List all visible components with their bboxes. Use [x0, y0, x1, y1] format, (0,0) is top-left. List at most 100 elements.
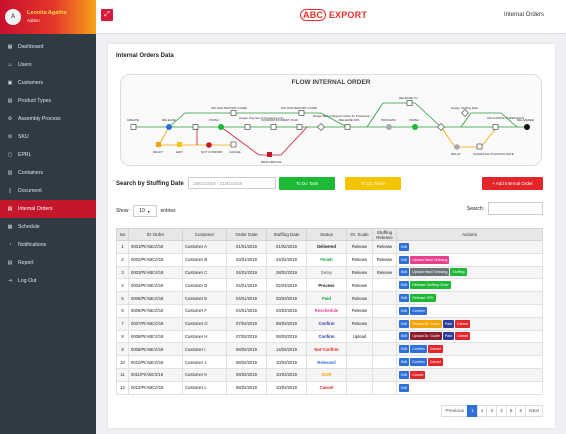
sidebar-item-document[interactable]: ▯ Document — [0, 182, 96, 200]
cell-stuffing: 10/03/2019 — [266, 380, 307, 395]
action-release-spk-button[interactable]: Release SPK — [410, 294, 436, 303]
action-edit-button[interactable]: Edit — [399, 332, 410, 341]
action-cancel-button[interactable]: Cancel — [454, 332, 471, 341]
column-header[interactable]: Stuffing Date — [266, 228, 307, 241]
column-header[interactable]: Dr. Scale — [346, 228, 373, 241]
column-header[interactable]: Stuffing Release — [372, 228, 397, 241]
table-row: 8 0008/PI/ABC/I/19 Customer H 07/02/2019 08/… — [116, 329, 543, 344]
action-reload-dr-guide-button[interactable]: Reload Dr. Guide — [410, 319, 442, 328]
cell-id: 0010/PI/ABC/I/19 — [128, 355, 183, 369]
cell-drs: Release — [346, 265, 373, 280]
action-confirm-button[interactable]: Confirm — [410, 345, 427, 354]
action-cancel-button[interactable]: Cancel — [427, 345, 443, 354]
sidebar-item-users[interactable]: ☺ Users — [0, 56, 96, 74]
action-edit-button[interactable]: Edit — [399, 345, 410, 354]
sidebar-item-label: Notifications — [18, 242, 47, 248]
cell-actions: Edit Release Stuffing Order — [396, 278, 543, 293]
action-upload-hasil-timbang-button[interactable]: Upload Hasil Timbang — [410, 268, 450, 277]
column-header[interactable]: No — [116, 228, 129, 241]
action-confirm-button[interactable]: Confirm — [410, 306, 427, 315]
sidebar-item-schedule[interactable]: ▦ Schedule — [0, 218, 96, 236]
action-paid-button[interactable]: Paid — [442, 332, 454, 341]
action-cancel-button[interactable]: Cancel — [427, 358, 443, 367]
logo: ABC EXPORT — [300, 9, 367, 21]
sidebar-item-dashboard[interactable]: ▦ Dashboard — [0, 38, 96, 56]
cell-order: 07/02/2019 — [226, 316, 267, 331]
cell-order: 03/01/2019 — [226, 252, 267, 267]
page-title: Internal Orders — [503, 12, 544, 18]
search-input[interactable] — [488, 202, 543, 215]
action-edit-button[interactable]: Edit — [399, 383, 410, 392]
flow-node-upload-report: UPLOAD REPORT GUIDE — [211, 106, 247, 110]
pagination-next[interactable]: Next — [525, 405, 543, 417]
sidebar-item-product-types[interactable]: ▤ Product Types — [0, 92, 96, 110]
cell-stuffing: 01/02/2019 — [266, 240, 307, 254]
user-role: Admin — [27, 18, 40, 23]
sidebar-item-containers[interactable]: ▥ Containers — [0, 164, 96, 182]
sidebar-item-internal-orders[interactable]: ▤ Internal Orders — [0, 200, 96, 218]
search-stuffing-label: Search by Stuffing Date — [116, 181, 184, 187]
action-edit-button[interactable]: Edit — [399, 294, 410, 303]
action-edit-button[interactable]: Edit — [399, 255, 410, 264]
action-paid-button[interactable]: Paid — [442, 319, 454, 328]
action-cancel-button[interactable]: Cancel — [454, 319, 471, 328]
action-edit-button[interactable]: Edit — [399, 358, 410, 367]
action-upload-hasil-timbang-button[interactable]: Upload Hasil Timbang — [410, 255, 450, 264]
table-search: Search: — [467, 202, 543, 215]
table-row: 10 0010/PI/ABC/I/19 Customer J 08/02/2019 10… — [116, 355, 543, 369]
cell-no: 3 — [116, 265, 129, 280]
column-header[interactable]: ID Order — [128, 228, 183, 241]
flow-node-create: CREATE — [127, 118, 139, 122]
cell-actions: Edit Confirm — [396, 303, 543, 318]
action-release-stuffing-order-button[interactable]: Release Stuffing Order — [410, 281, 451, 290]
sidebar-item-customers[interactable]: ▣ Customers — [0, 74, 96, 92]
action-edit-button[interactable]: Edit — [399, 268, 410, 277]
action-edit-button[interactable]: Edit — [399, 242, 410, 251]
cell-customer: Customer K — [182, 367, 227, 382]
logout-icon: ⇥ — [7, 278, 13, 284]
cell-status: Paid — [306, 291, 347, 305]
to-do-timer-button[interactable]: To Do Timer — [345, 177, 401, 190]
entries-select[interactable]: 10 ▾ — [132, 205, 157, 217]
action-upload-dr-guide-button[interactable]: Upload Dr. Guide — [410, 332, 442, 341]
column-header[interactable]: Status — [306, 228, 347, 241]
collapse-sidebar-button[interactable]: ⤢ — [101, 9, 113, 21]
sidebar-item-eprl[interactable]: ▢ EPRL — [0, 146, 96, 164]
cell-stuffing: 03/03/2019 — [266, 303, 307, 318]
sidebar-item-notifications[interactable]: ◔ Notifications — [0, 236, 96, 254]
cell-no: 5 — [116, 291, 129, 305]
action-stuffing-button[interactable]: Stuffing — [450, 268, 467, 277]
cell-customer: Customer A — [182, 240, 227, 254]
table-row: 2 0002/PI/ABC/I/19 Customer B 03/01/2019 24/… — [116, 252, 543, 267]
avatar[interactable]: A — [5, 9, 21, 25]
sidebar-item-label: Log Out — [18, 278, 37, 284]
flow-node-cancel: CANCEL — [229, 150, 242, 154]
action-edit-button[interactable]: Edit — [399, 370, 410, 379]
stuffing-date-range-input[interactable]: 18/01/2019 - 21/01/2019 — [188, 177, 276, 189]
action-edit-button[interactable]: Edit — [399, 319, 410, 328]
column-header[interactable]: Customer — [182, 228, 227, 241]
cell-sr — [372, 329, 397, 344]
cell-id: 0012/PI/ABC/I/19 — [128, 380, 183, 395]
cell-stuffing: 08/03/2019 — [266, 316, 307, 331]
column-header[interactable]: Order Date — [226, 228, 267, 241]
sidebar-item-log-out[interactable]: ⇥ Log Out — [0, 272, 96, 290]
sku-icon: ⚙ — [7, 134, 13, 140]
action-confirm-button[interactable]: Confirm — [410, 358, 427, 367]
assembly-icon: ⚙ — [7, 116, 13, 122]
sidebar-item-sku[interactable]: ⚙ SKU — [0, 128, 96, 146]
sidebar-item-label: Schedule — [18, 224, 40, 230]
cell-actions: Edit — [396, 380, 543, 395]
sidebar-item-label: Internal Orders — [18, 206, 53, 212]
add-internal-order-button[interactable]: + Add Internal Order — [482, 177, 543, 190]
column-header[interactable]: Actions — [396, 228, 543, 241]
pagination-previous[interactable]: Previous — [441, 405, 469, 417]
flow-node-delay: DELAY — [451, 152, 461, 156]
action-cancel-button[interactable]: Cancel — [410, 370, 426, 379]
action-edit-button[interactable]: Edit — [399, 306, 410, 315]
to-do-task-button[interactable]: To Do Task — [279, 177, 335, 190]
sidebar-item-assembly-process[interactable]: ⚙ Assembly Process — [0, 110, 96, 128]
sidebar-item-report[interactable]: ▤ Report — [0, 254, 96, 272]
action-edit-button[interactable]: Edit — [399, 281, 410, 290]
search-label: Search: — [466, 205, 484, 212]
